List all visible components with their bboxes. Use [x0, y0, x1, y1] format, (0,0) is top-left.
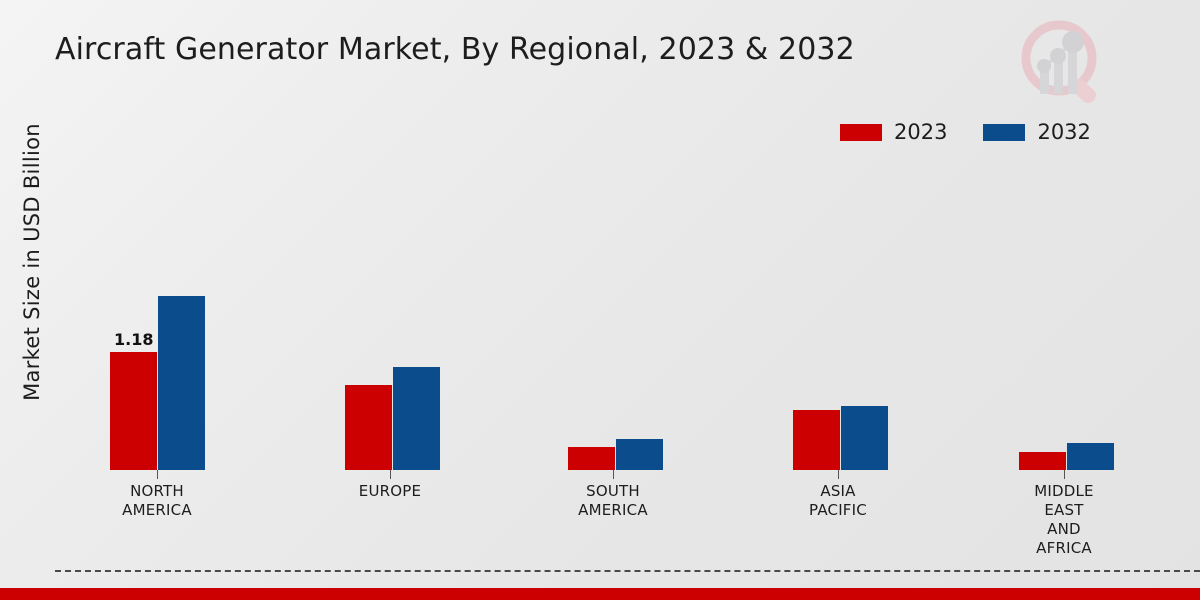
category-label-line: EAST	[1044, 501, 1084, 519]
category-label: MIDDLE EAST AND AFRICA	[969, 482, 1159, 558]
legend-label-2023: 2023	[894, 120, 948, 144]
legend-swatch-2023	[840, 124, 882, 141]
category-label-line: SOUTH	[586, 482, 640, 500]
axis-baseline	[55, 570, 1200, 572]
axis-tick	[390, 470, 391, 479]
bar-2032-asia-pacific[interactable]	[841, 406, 888, 470]
chart-title: Aircraft Generator Market, By Regional, …	[55, 32, 855, 67]
category-label: SOUTH AMERICA	[518, 482, 708, 520]
category-label: EUROPE	[295, 482, 485, 501]
axis-tick	[1064, 470, 1065, 479]
category-label-line: NORTH	[130, 482, 184, 500]
category-label-line: AMERICA	[122, 501, 192, 519]
category-label-line: AND	[1047, 520, 1081, 538]
legend-item-2023[interactable]: 2023	[840, 122, 947, 143]
bar-2023-asia-pacific[interactable]	[793, 410, 840, 470]
bottom-accent-bar	[0, 588, 1200, 600]
category-label-line: MIDDLE	[1034, 482, 1094, 500]
category-label: ASIA PACIFIC	[743, 482, 933, 520]
plot-area	[55, 100, 1200, 572]
bar-2023-south-america[interactable]	[568, 447, 615, 470]
legend-swatch-2032	[983, 124, 1026, 141]
bar-2023-north-america[interactable]	[110, 352, 157, 470]
bar-value-label: 1.18	[114, 330, 154, 349]
bar-2023-middle-east-and-africa[interactable]	[1019, 452, 1066, 470]
category-label-line: ASIA	[820, 482, 856, 500]
bar-2032-europe[interactable]	[393, 367, 440, 470]
category-label-line: AFRICA	[1036, 539, 1092, 557]
axis-tick	[157, 470, 158, 479]
bar-2032-middle-east-and-africa[interactable]	[1067, 443, 1114, 470]
category-label: NORTH AMERICA	[62, 482, 252, 520]
bar-2023-europe[interactable]	[345, 385, 392, 470]
axis-tick	[838, 470, 839, 479]
legend-item-2032[interactable]: 2032	[983, 120, 1091, 144]
category-label-line: EUROPE	[358, 482, 422, 500]
category-label-line: PACIFIC	[809, 501, 867, 519]
legend-label-2032: 2032	[1037, 120, 1091, 144]
bar-2032-south-america[interactable]	[616, 439, 663, 470]
axis-tick	[613, 470, 614, 479]
category-label-line: AMERICA	[578, 501, 648, 519]
bar-2032-north-america[interactable]	[158, 296, 205, 470]
chart-legend: 2023 2032	[840, 122, 1091, 143]
